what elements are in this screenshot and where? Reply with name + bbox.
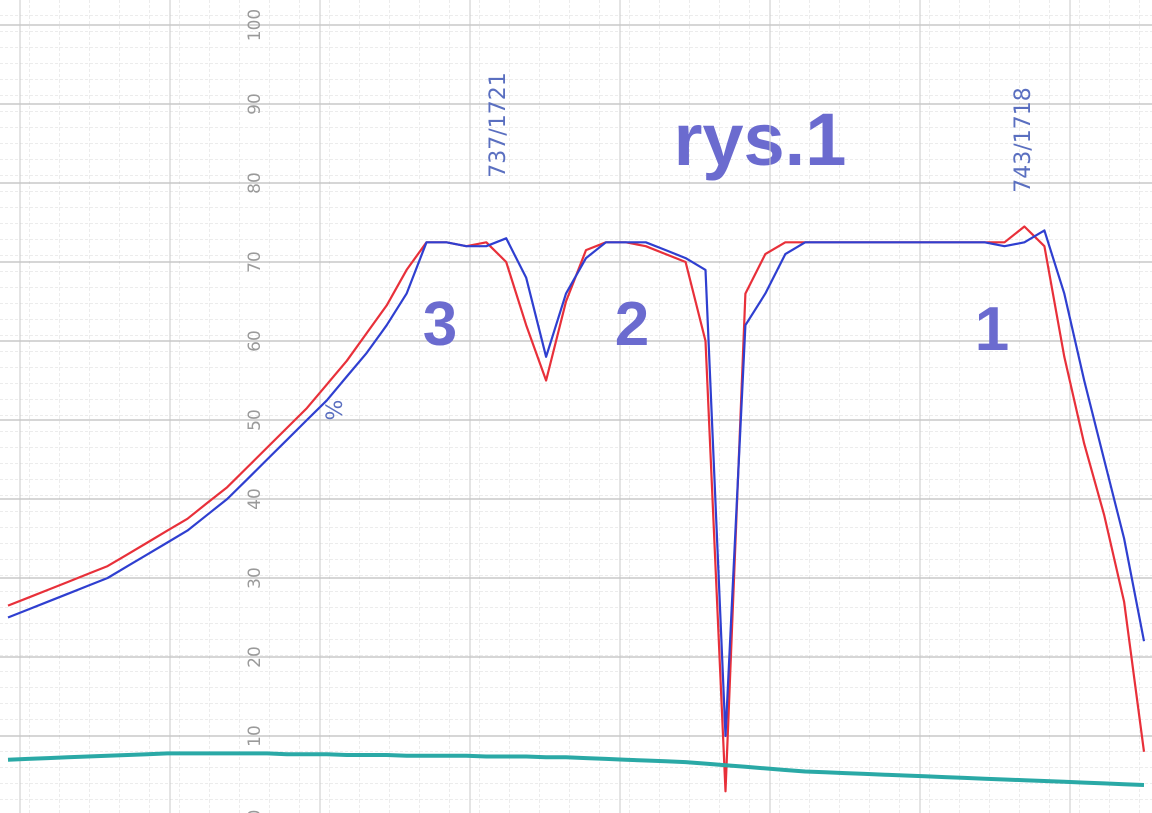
annotation: 737/1721 [486, 72, 511, 177]
y-tick-label: 90 [245, 93, 265, 115]
y-tick-label: 100 [245, 9, 265, 41]
annotation: 2 [615, 290, 649, 359]
annotation: % [323, 400, 348, 421]
y-tick-label: 0 [245, 810, 265, 813]
annotation: 3 [423, 290, 457, 359]
y-tick-label: 30 [245, 567, 265, 589]
y-tick-label: 70 [245, 251, 265, 273]
annotation: 743/1718 [1011, 87, 1036, 192]
y-tick-label: 40 [245, 488, 265, 510]
y-tick-label: 10 [245, 725, 265, 747]
chart-title: rys.1 [674, 98, 847, 181]
y-tick-label: 50 [245, 409, 265, 431]
annotation: 1 [975, 295, 1009, 364]
y-tick-label: 20 [245, 646, 265, 668]
series-line [7, 229, 1146, 738]
series-line [7, 751, 1145, 787]
y-tick-label: 60 [245, 330, 265, 352]
y-tick-label: 80 [245, 172, 265, 194]
